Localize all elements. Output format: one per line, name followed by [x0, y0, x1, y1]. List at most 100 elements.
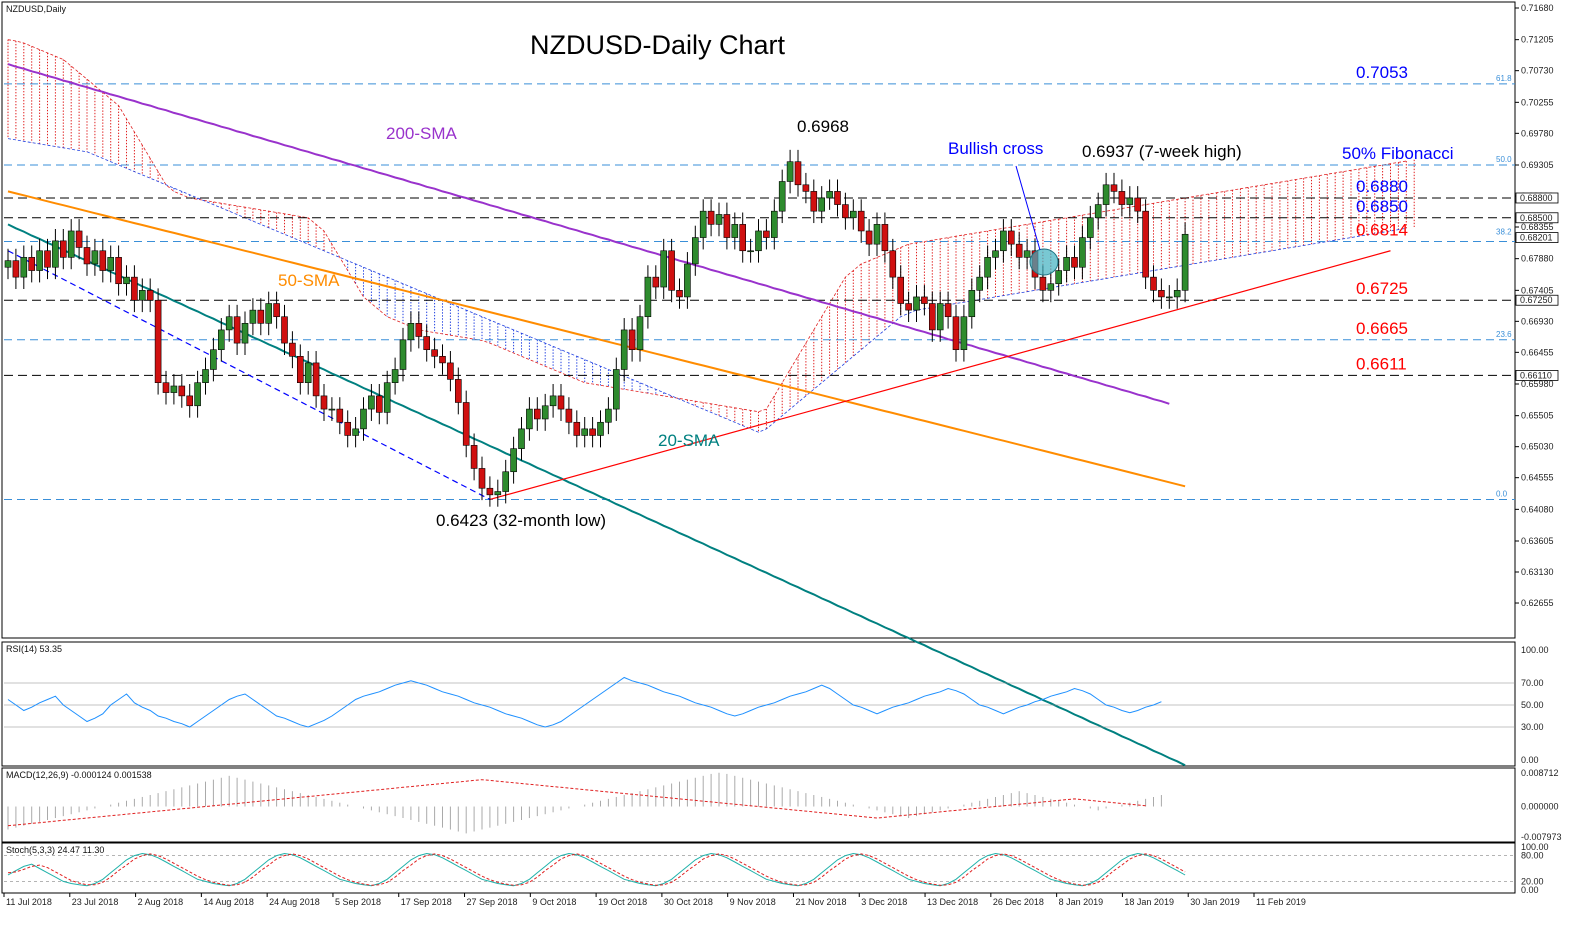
candle-body: [1166, 296, 1173, 299]
level-label: 0.6611: [1356, 354, 1407, 373]
senkou-span-b: [7, 138, 1407, 433]
candle-body: [518, 428, 525, 449]
level-label: 0.6665: [1356, 319, 1408, 338]
candle-body: [281, 316, 288, 344]
rsi-panel: 100.00 70.00 50.00 30.00 0.00: [4, 645, 1549, 765]
candle-body: [273, 303, 280, 318]
price-box: [1515, 212, 1559, 224]
macd-tick-label: 0.008712: [1521, 768, 1559, 778]
candle-body: [1047, 283, 1055, 291]
time-tick-label: 3 Dec 2018: [861, 897, 907, 907]
price-tick-label: 0.67880: [1521, 254, 1554, 264]
candle-body: [99, 250, 107, 271]
rsi-tick-label: 50.00: [1521, 700, 1544, 710]
price-tick-label: 0.65030: [1521, 442, 1554, 452]
candle-body: [1055, 270, 1062, 285]
candle-body: [834, 191, 841, 205]
candle-body: [660, 250, 668, 288]
fib-tag: 50.0: [1496, 155, 1512, 164]
candle-body: [241, 323, 249, 344]
candle-body: [502, 471, 510, 492]
candle-body: [747, 250, 754, 253]
candle-body: [336, 408, 344, 423]
candle-body: [415, 323, 423, 337]
rsi-panel-frame: [1, 641, 1516, 767]
price-box: [1515, 232, 1559, 243]
price-tick-label: 0.63605: [1521, 536, 1554, 546]
macd-label: MACD(12,26,9) -0.000124 0.001538: [6, 770, 152, 780]
rsi-tick-label: 100.00: [1521, 645, 1549, 655]
price-tick-label: 0.64555: [1521, 473, 1554, 483]
candle-body: [431, 349, 438, 357]
candle-body: [684, 263, 691, 298]
candle-body: [826, 191, 833, 199]
time-tick-label: 2 Aug 2018: [138, 897, 184, 907]
candle-body: [265, 303, 273, 324]
rsi-tick-label: 70.00: [1521, 678, 1544, 688]
candle-body: [842, 204, 849, 219]
candle-body: [454, 379, 462, 403]
moving-averages: [7, 63, 1186, 767]
stoch-panel-frame: [1, 842, 1516, 894]
macd-tick-label: 0.000000: [1521, 802, 1559, 812]
level-label: 0.6814: [1356, 221, 1408, 240]
candle-body: [1094, 204, 1102, 219]
candle-body: [857, 210, 865, 232]
candle-body: [944, 303, 952, 318]
fib-tag: 38.2: [1496, 228, 1512, 237]
price-tick-label: 0.64080: [1521, 504, 1554, 514]
candle-body: [1173, 290, 1181, 298]
candle-body: [139, 290, 146, 301]
stoch-main: [7, 852, 1186, 887]
price-box-label: 0.68201: [1520, 233, 1553, 243]
time-tick-label: 27 Sep 2018: [467, 897, 518, 907]
candle-body: [739, 224, 747, 252]
candle-body: [1150, 276, 1157, 291]
candle-body: [549, 395, 557, 407]
candle-body: [391, 369, 399, 383]
candle-body: [818, 197, 826, 212]
candle-body: [731, 224, 739, 238]
candle-body: [1126, 197, 1134, 205]
candle-body: [691, 237, 699, 265]
candle-body: [581, 428, 589, 436]
price-tick-label: 0.68355: [1521, 222, 1554, 232]
candle-body: [28, 257, 36, 271]
candle-body: [707, 210, 715, 225]
candle-body: [162, 382, 170, 393]
trendlines: [7, 250, 1391, 501]
candle-body: [636, 316, 644, 351]
time-tick-label: 23 Jul 2018: [72, 897, 119, 907]
candle-body: [59, 240, 67, 258]
candle-body: [312, 362, 320, 397]
candle-body: [628, 329, 636, 351]
candle-body: [952, 316, 960, 351]
candle-body: [526, 408, 533, 430]
candle-body: [494, 491, 502, 496]
candle-body: [565, 408, 573, 423]
time-tick-label: 11 Feb 2019: [1256, 897, 1306, 907]
candle-body: [936, 303, 944, 331]
candle-body: [478, 468, 486, 489]
candle-body: [423, 336, 431, 351]
time-tick-label: 19 Oct 2018: [598, 897, 647, 907]
annotation-bullish-cross: Bullish cross: [948, 139, 1043, 158]
price-tick-label: 0.63130: [1521, 567, 1554, 577]
candle-body: [881, 224, 889, 252]
candle-body: [968, 290, 976, 318]
candle-body: [897, 276, 905, 304]
price-tick-label: 0.71680: [1521, 3, 1554, 13]
stoch-tick-label: 0.00: [1521, 885, 1539, 895]
candle-body: [605, 408, 612, 423]
candle-body: [470, 445, 478, 469]
candle-body: [723, 214, 731, 238]
candle-body: [1063, 257, 1070, 271]
candle-body: [439, 356, 446, 364]
price-box-label: 0.68500: [1520, 213, 1553, 223]
candle-body: [873, 224, 881, 245]
stoch-label: Stoch(5,3,3) 24.47 11.30: [6, 845, 104, 855]
candle-body: [154, 299, 162, 383]
candle-body: [802, 184, 810, 192]
candle-body: [557, 395, 565, 410]
